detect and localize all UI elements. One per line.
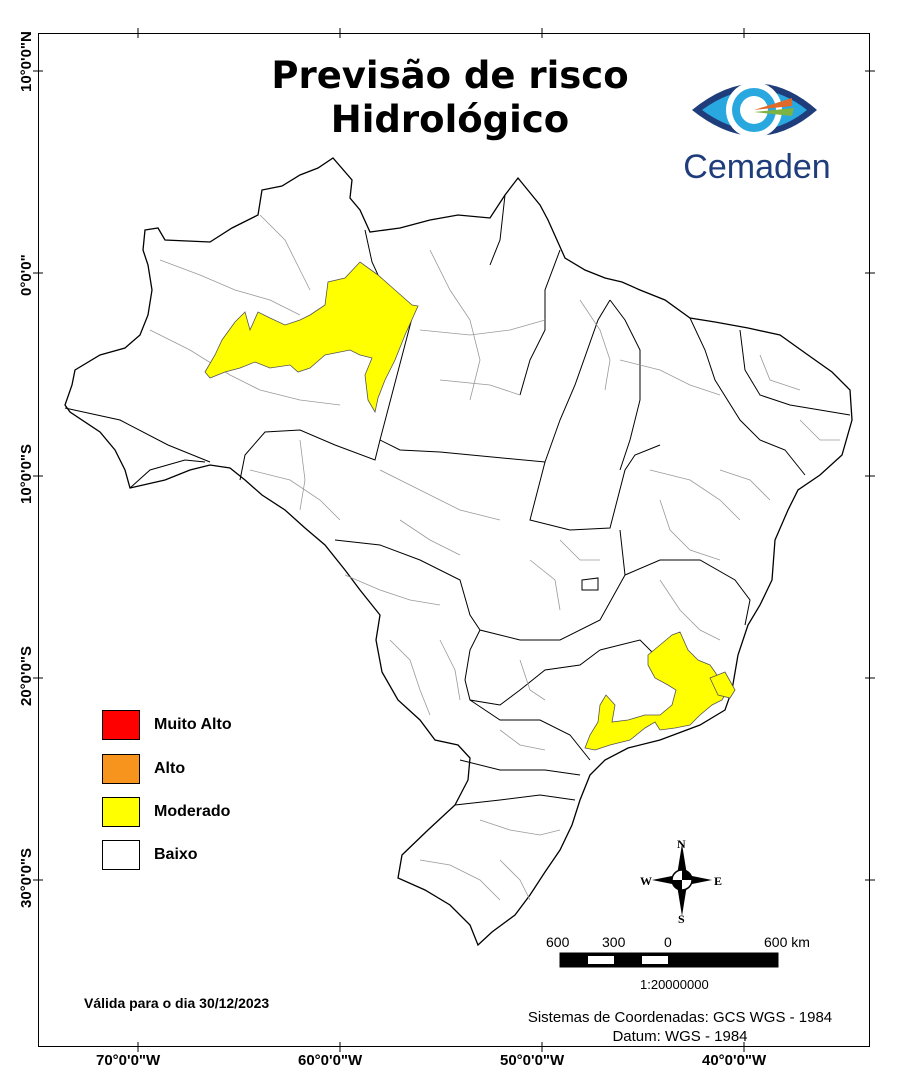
map-frame (38, 33, 870, 1047)
title-line-1: Previsão de risco (271, 54, 629, 97)
legend-item-alto: Alto (102, 754, 362, 788)
legend-item-moderado: Moderado (102, 797, 362, 831)
legend-label: Moderado (154, 803, 231, 820)
title-line-2: Hidrológico (330, 98, 570, 141)
compass-rose (652, 844, 712, 916)
lon-label-70w: 70°0'0"W (96, 1052, 161, 1069)
scale-bar (559, 952, 779, 968)
lon-label-40w: 40°0'0"W (702, 1052, 767, 1069)
coordinate-system: Sistemas de Coordenadas: GCS WGS - 1984 … (470, 1008, 890, 1046)
scale-label-0: 0 (664, 934, 672, 950)
legend-item-muito-alto: Muito Alto (102, 710, 362, 744)
axis-ticks (33, 28, 875, 1052)
logo-text: Cemaden (683, 148, 831, 186)
crs-line-2: Datum: WGS - 1984 (612, 1028, 748, 1045)
scale-ratio: 1:20000000 (640, 977, 709, 992)
basin-lines (149, 214, 840, 901)
valid-date: Válida para o dia 30/12/2023 (84, 995, 270, 1011)
compass-n: N (677, 837, 686, 851)
lat-label-0: 0°0'0" (18, 254, 35, 296)
crs-line-1: Sistemas de Coordenadas: GCS WGS - 1984 (527, 1009, 833, 1026)
legend-label: Muito Alto (154, 716, 232, 733)
compass-e: E (714, 874, 723, 888)
legend-swatch (102, 754, 140, 784)
eye-logo-icon (692, 82, 817, 138)
moderado-regions (204, 261, 736, 751)
lon-label-60w: 60°0'0"W (298, 1052, 363, 1069)
lat-label-10s: 10°0'0"S (18, 443, 35, 504)
lat-label-30s: 30°0'0"S (18, 847, 35, 908)
lat-label-10n: 10°0'0"N (18, 31, 35, 92)
lat-label-20s: 20°0'0"S (18, 645, 35, 706)
legend-swatch (102, 710, 140, 740)
legend-swatch (102, 797, 140, 827)
compass-s: S (678, 912, 685, 926)
scale-label-300: 300 (602, 934, 626, 950)
legend-label: Baixo (154, 846, 198, 863)
compass-w: W (640, 874, 652, 888)
legend-label: Alto (154, 760, 186, 777)
legend-item-baixo: Baixo (102, 840, 362, 874)
map-title: Previsão de risco Hidrológico (190, 54, 710, 142)
cemaden-logo: Cemaden (672, 62, 842, 192)
legend-swatch (102, 840, 140, 870)
scale-label-600-left: 600 (546, 934, 570, 950)
lon-label-50w: 50°0'0"W (500, 1052, 565, 1069)
scale-label-600-km: 600 km (764, 934, 810, 950)
